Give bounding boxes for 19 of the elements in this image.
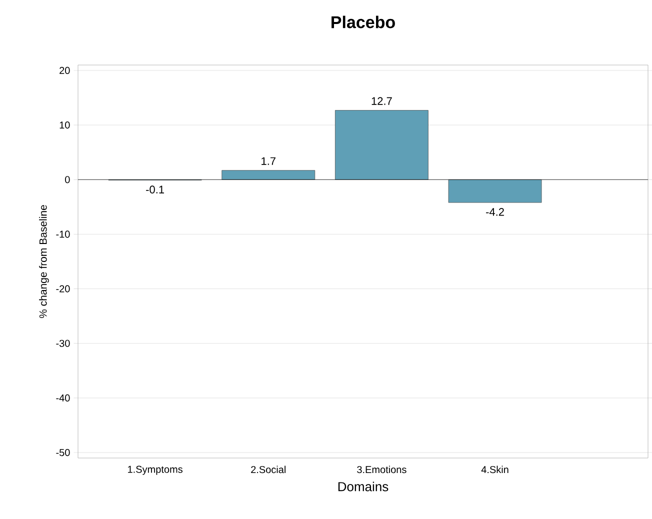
x-tick-label: 1.Symptoms	[128, 466, 182, 475]
data-label: -4.2	[486, 208, 504, 216]
y-tick-label: 20	[60, 66, 70, 74]
data-label: 1.7	[262, 157, 276, 165]
chart-title: Placebo	[332, 16, 395, 28]
data-label: -0.1	[146, 186, 164, 194]
y-tick-label: -40	[56, 394, 70, 402]
y-tick-label: 0	[65, 176, 70, 184]
x-axis-title: Domains	[338, 482, 388, 492]
y-tick-label: -10	[56, 230, 70, 238]
y-tick-label: -50	[56, 449, 70, 456]
x-tick-label: 2.Social	[251, 466, 286, 474]
x-tick-label: 3.Emotions	[357, 466, 406, 474]
x-tick-label: 4.Skin	[481, 466, 508, 474]
data-label: 12.7	[372, 97, 392, 105]
y-tick-label: -20	[56, 285, 70, 292]
y-axis-title: % change from Baseline	[39, 205, 49, 318]
y-tick-label: -30	[56, 340, 70, 347]
y-tick-label: 10	[60, 122, 70, 129]
